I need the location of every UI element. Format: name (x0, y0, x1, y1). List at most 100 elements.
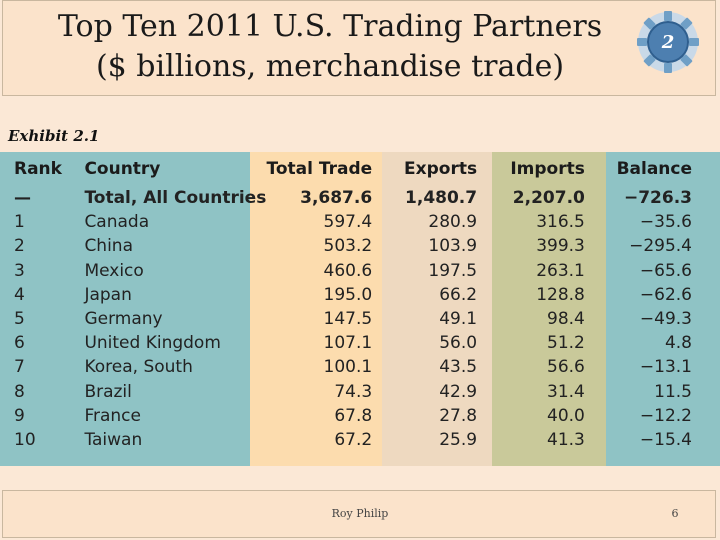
footer-bar (2, 490, 716, 538)
country-cell: Korea, South (84, 357, 193, 378)
exports-cell: 49.1 (439, 309, 478, 330)
balance-cell: −65.6 (639, 260, 692, 281)
country-cell: China (84, 236, 133, 257)
country-cell: Canada (84, 212, 150, 233)
table-row: 3 Mexico 460.6 197.5 263.1 −65.6 (0, 259, 720, 283)
balance-cell: −726.3 (623, 188, 692, 209)
balance-cell: −15.4 (639, 429, 692, 450)
balance-cell: −62.6 (639, 284, 692, 305)
table-header-row: Rank Country Total Trade Exports Imports… (0, 152, 720, 186)
imports-cell: 399.3 (536, 236, 585, 257)
total-trade-column-bg (250, 152, 382, 466)
exports-cell: 1,480.7 (405, 188, 478, 209)
gear-icon (637, 11, 699, 73)
exports-cell: 43.5 (439, 357, 478, 378)
table-row: 8 Brazil 74.3 42.9 31.4 11.5 (0, 380, 720, 404)
imports-cell: 263.1 (536, 260, 585, 281)
header-total-trade: Total Trade (266, 159, 373, 179)
exports-cell: 42.9 (439, 381, 478, 402)
imports-column-bg (492, 152, 606, 466)
rank-cell: 4 (14, 284, 25, 305)
rank-cell: 10 (14, 429, 36, 450)
exports-cell: 66.2 (439, 284, 478, 305)
balance-cell: 11.5 (654, 381, 692, 402)
total-trade-cell: 67.8 (334, 405, 373, 426)
footer-author: Roy Philip (331, 507, 389, 520)
exports-column-bg (382, 152, 492, 466)
balance-column-bg (606, 152, 720, 466)
title-line-1: Top Ten 2011 U.S. Trading Partners (57, 9, 603, 44)
total-trade-cell: 74.3 (334, 381, 373, 402)
table-row: 1 Canada 597.4 280.9 316.5 −35.6 (0, 210, 720, 234)
table-row: 6 United Kingdom 107.1 56.0 51.2 4.8 (0, 331, 720, 355)
total-trade-cell: 195.0 (323, 284, 373, 305)
rank-cell: 9 (14, 405, 25, 426)
imports-cell: 2,207.0 (512, 188, 585, 209)
total-trade-cell: 3,687.6 (300, 188, 373, 209)
rank-cell: 1 (14, 212, 25, 233)
rank-cell: 5 (14, 309, 25, 330)
table-row: 7 Korea, South 100.1 43.5 56.6 −13.1 (0, 355, 720, 379)
header-rank: Rank (14, 159, 62, 179)
table-row: 4 Japan 195.0 66.2 128.8 −62.6 (0, 283, 720, 307)
title-box: Top Ten 2011 U.S. Trading Partners ($ bi… (2, 0, 716, 96)
table-row: 10 Taiwan 67.2 25.9 41.3 −15.4 (0, 428, 720, 452)
country-cell: Germany (84, 309, 163, 330)
header-balance: Balance (616, 159, 692, 179)
imports-cell: 40.0 (547, 405, 585, 426)
total-trade-cell: 147.5 (323, 309, 373, 330)
balance-cell: −49.3 (639, 309, 692, 330)
imports-cell: 41.3 (547, 429, 585, 450)
slide-badge-number: 2 (661, 31, 675, 53)
table-row: 5 Germany 147.5 49.1 98.4 −49.3 (0, 307, 720, 331)
page-number: 6 (671, 507, 679, 520)
imports-cell: 128.8 (536, 284, 585, 305)
rank-cell: — (14, 188, 31, 209)
total-trade-cell: 67.2 (334, 429, 373, 450)
trade-table-panel: Rank Country Total Trade Exports Imports… (0, 152, 720, 466)
balance-cell: −35.6 (639, 212, 692, 233)
total-trade-cell: 460.6 (323, 260, 373, 281)
balance-cell: −13.1 (639, 357, 692, 378)
exports-cell: 280.9 (428, 212, 478, 233)
title-line-2: ($ billions, merchandise trade) (95, 49, 565, 84)
header-imports: Imports (510, 159, 585, 179)
total-trade-cell: 107.1 (323, 333, 373, 354)
exports-cell: 197.5 (428, 260, 478, 281)
country-cell: Brazil (84, 381, 132, 402)
imports-cell: 316.5 (536, 212, 585, 233)
country-cell: Japan (84, 284, 132, 305)
exhibit-label: Exhibit 2.1 (8, 127, 100, 145)
header-country: Country (84, 159, 161, 179)
balance-cell: −295.4 (629, 236, 692, 257)
imports-cell: 31.4 (547, 381, 585, 402)
imports-cell: 56.6 (547, 357, 585, 378)
exports-cell: 103.9 (428, 236, 478, 257)
rank-cell: 8 (14, 381, 25, 402)
rank-cell: 2 (14, 236, 25, 257)
rank-cell: 6 (14, 333, 25, 354)
country-cell: France (84, 405, 141, 426)
table-row: 2 China 503.2 103.9 399.3 −295.4 (0, 234, 720, 258)
trade-table: Rank Country Total Trade Exports Imports… (0, 152, 720, 452)
country-cell: Total, All Countries (84, 188, 267, 209)
rank-column-bg (0, 152, 74, 466)
exports-cell: 56.0 (439, 333, 478, 354)
country-column-bg (74, 152, 250, 466)
rank-cell: 7 (14, 357, 25, 378)
header-exports: Exports (404, 159, 478, 179)
table-row: 9 France 67.8 27.8 40.0 −12.2 (0, 404, 720, 428)
rank-cell: 3 (14, 260, 25, 281)
imports-cell: 98.4 (547, 309, 585, 330)
country-cell: Mexico (84, 260, 144, 281)
balance-cell: −12.2 (639, 405, 692, 426)
exports-cell: 27.8 (439, 405, 478, 426)
total-trade-cell: 503.2 (323, 236, 373, 257)
imports-cell: 51.2 (547, 333, 585, 354)
table-row-total: — Total, All Countries 3,687.6 1,480.7 2,207… (0, 186, 720, 210)
total-trade-cell: 100.1 (323, 357, 373, 378)
balance-cell: 4.8 (664, 333, 692, 354)
country-cell: United Kingdom (84, 333, 221, 354)
exports-cell: 25.9 (439, 429, 478, 450)
total-trade-cell: 597.4 (323, 212, 373, 233)
